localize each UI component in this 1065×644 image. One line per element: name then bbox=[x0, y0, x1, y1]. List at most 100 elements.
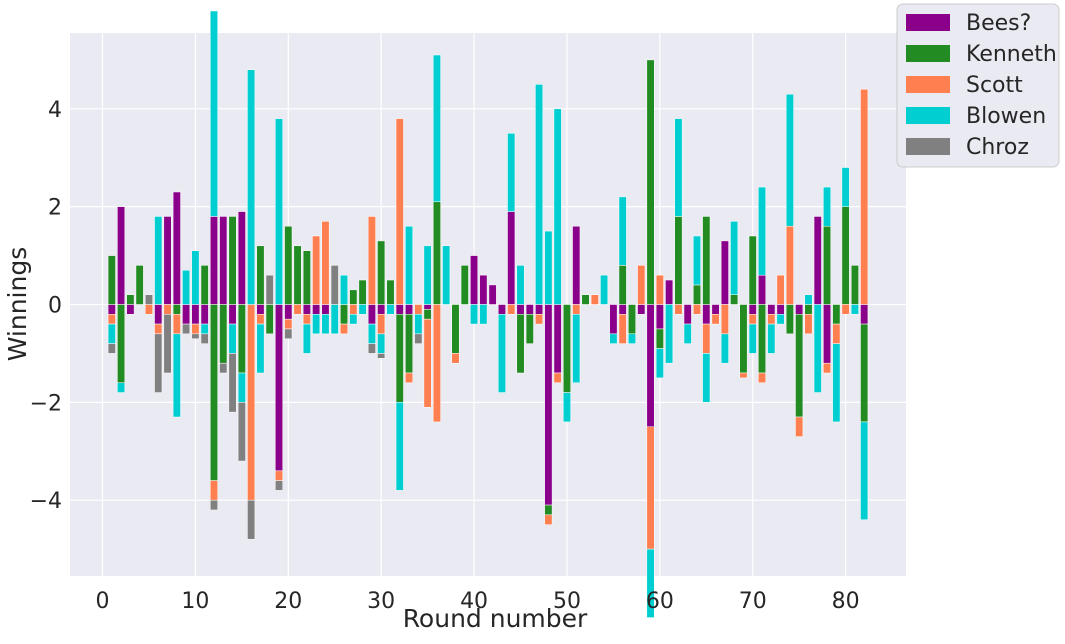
bar-segment bbox=[172, 191, 181, 305]
bar-segment bbox=[228, 304, 237, 325]
bar-segment bbox=[172, 333, 181, 418]
bar-group bbox=[832, 304, 841, 423]
bar-segment bbox=[609, 304, 618, 335]
bar-group bbox=[813, 216, 822, 393]
bar-segment bbox=[107, 314, 116, 325]
bar-segment bbox=[423, 309, 432, 320]
x-tick-label: 80 bbox=[832, 589, 860, 614]
legend-swatch bbox=[906, 76, 950, 93]
bar-segment bbox=[488, 284, 497, 305]
bar-segment bbox=[581, 294, 590, 305]
bar-group bbox=[841, 167, 850, 315]
bar-segment bbox=[785, 93, 794, 227]
bar-segment bbox=[256, 245, 265, 305]
bar-segment bbox=[349, 304, 358, 315]
x-tick-label: 10 bbox=[181, 589, 209, 614]
bar-segment bbox=[256, 323, 265, 374]
bar-segment bbox=[776, 314, 785, 325]
legend-frame bbox=[896, 3, 1060, 168]
bar-segment bbox=[795, 304, 804, 315]
bar-segment bbox=[182, 323, 191, 335]
bar-segment bbox=[200, 323, 209, 335]
bar-group bbox=[823, 186, 832, 374]
bar-segment bbox=[210, 216, 218, 305]
bar-segment bbox=[785, 225, 794, 305]
bar-segment bbox=[358, 304, 367, 315]
bar-segment bbox=[163, 304, 172, 315]
bar-group bbox=[711, 304, 720, 325]
bar-segment bbox=[693, 284, 701, 305]
legend-label: Scott bbox=[966, 73, 1023, 98]
bar-group bbox=[535, 84, 544, 325]
bar-segment bbox=[107, 255, 116, 305]
bar-group bbox=[330, 265, 339, 335]
bar-segment bbox=[191, 333, 200, 339]
bar-segment bbox=[367, 216, 376, 305]
bar-segment bbox=[479, 274, 488, 305]
bar-segment bbox=[451, 353, 460, 364]
bar-segment bbox=[832, 304, 841, 325]
y-tick-label: 4 bbox=[48, 98, 62, 123]
bar-segment bbox=[312, 304, 321, 315]
bar-group bbox=[275, 118, 283, 491]
bar-segment bbox=[637, 265, 646, 305]
legend-items: Bees? Kenneth Scott Blowen Chroz bbox=[906, 11, 1057, 160]
bar-group bbox=[395, 118, 404, 491]
bar-group bbox=[293, 245, 302, 315]
bar-segment bbox=[172, 304, 181, 315]
bar-group bbox=[767, 304, 776, 354]
bar-segment bbox=[340, 323, 348, 335]
bar-segment bbox=[655, 274, 664, 305]
legend-swatch bbox=[906, 45, 950, 62]
bar-group bbox=[562, 304, 571, 423]
y-tick-label: −2 bbox=[30, 391, 62, 416]
bar-segment bbox=[628, 304, 636, 335]
bar-group bbox=[730, 221, 739, 305]
bar-group bbox=[581, 294, 590, 305]
bar-segment bbox=[275, 470, 283, 481]
bar-segment bbox=[377, 240, 386, 305]
bar-group bbox=[163, 216, 172, 374]
bar-segment bbox=[860, 89, 869, 305]
bar-segment bbox=[776, 304, 785, 315]
bar-group bbox=[135, 265, 144, 305]
bar-segment bbox=[432, 54, 441, 203]
bar-segment bbox=[618, 304, 627, 315]
bar-segment bbox=[702, 353, 711, 403]
bar-segment bbox=[535, 84, 544, 305]
bar-segment bbox=[516, 304, 525, 315]
bar-segment bbox=[544, 504, 553, 516]
bar-segment bbox=[191, 304, 200, 325]
bar-segment bbox=[823, 362, 832, 374]
bar-segment bbox=[516, 314, 525, 374]
bar-group bbox=[126, 294, 135, 315]
bar-segment bbox=[748, 304, 757, 315]
bar-segment bbox=[219, 304, 228, 364]
bar-segment bbox=[525, 314, 534, 344]
bar-segment bbox=[804, 314, 813, 335]
bar-segment bbox=[358, 279, 367, 305]
bar-segment bbox=[210, 304, 218, 481]
bar-group bbox=[702, 216, 711, 403]
legend-entry: Bees? bbox=[906, 11, 1031, 36]
bar-segment bbox=[432, 201, 441, 305]
legend-label: Bees? bbox=[966, 11, 1031, 36]
bar-segment bbox=[302, 323, 311, 354]
bar-segment bbox=[302, 250, 311, 305]
bar-group bbox=[590, 294, 599, 305]
y-tick-label: 2 bbox=[48, 196, 62, 221]
bar-segment bbox=[377, 314, 386, 335]
bar-group bbox=[507, 133, 516, 315]
bar-segment bbox=[841, 304, 850, 315]
bar-segment bbox=[702, 216, 711, 305]
bar-segment bbox=[228, 323, 237, 354]
legend-label: Chroz bbox=[966, 135, 1029, 160]
bar-segment bbox=[367, 323, 376, 344]
bar-group bbox=[748, 235, 757, 354]
bar-segment bbox=[117, 206, 126, 305]
bar-segment bbox=[210, 10, 218, 217]
legend-swatch bbox=[906, 138, 950, 155]
bar-segment bbox=[646, 548, 655, 618]
bar-segment bbox=[191, 250, 200, 305]
bar-segment bbox=[126, 294, 135, 305]
